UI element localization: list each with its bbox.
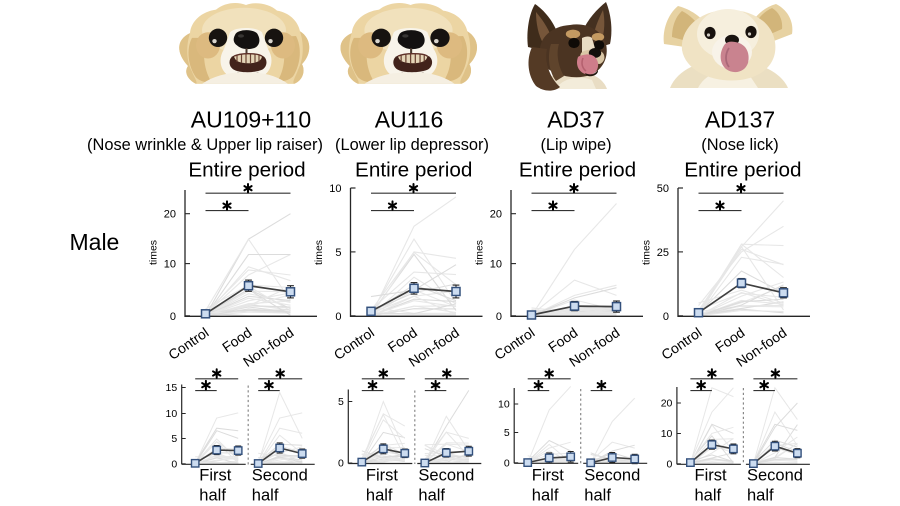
- svg-text:10: 10: [498, 399, 510, 411]
- svg-text:5: 5: [504, 427, 510, 439]
- svg-text:20: 20: [661, 398, 673, 410]
- svg-text:half: half: [584, 487, 611, 505]
- svg-text:10: 10: [164, 259, 176, 271]
- svg-text:First: First: [199, 467, 231, 485]
- svg-text:half: half: [695, 487, 722, 505]
- svg-text:Entire period: Entire period: [355, 158, 472, 181]
- svg-text:half: half: [418, 487, 445, 505]
- svg-text:half: half: [199, 487, 226, 505]
- svg-text:AU109+110: AU109+110: [191, 106, 311, 132]
- svg-text:Entire period: Entire period: [519, 158, 636, 181]
- svg-text:Control: Control: [491, 324, 537, 363]
- svg-text:AD137: AD137: [705, 106, 775, 132]
- svg-text:10: 10: [329, 183, 341, 195]
- svg-text:half: half: [747, 487, 774, 505]
- svg-text:First: First: [532, 467, 564, 485]
- svg-text:0: 0: [335, 311, 341, 323]
- svg-text:(Lip wipe): (Lip wipe): [540, 136, 611, 154]
- svg-text:Second: Second: [747, 467, 803, 485]
- svg-text:0: 0: [504, 457, 510, 469]
- svg-text:Entire period: Entire period: [188, 158, 305, 181]
- svg-text:First: First: [695, 467, 727, 485]
- svg-text:5: 5: [171, 433, 177, 445]
- svg-text:Control: Control: [331, 324, 377, 363]
- svg-text:AU116: AU116: [375, 106, 444, 132]
- svg-text:50: 50: [657, 183, 669, 195]
- svg-text:5: 5: [338, 396, 344, 408]
- svg-text:5: 5: [335, 247, 341, 259]
- svg-text:half: half: [252, 487, 279, 505]
- svg-text:10: 10: [661, 428, 673, 440]
- svg-text:First: First: [366, 467, 398, 485]
- svg-text:0: 0: [667, 458, 673, 470]
- svg-text:AD37: AD37: [547, 106, 605, 132]
- svg-text:10: 10: [490, 259, 502, 271]
- svg-text:times: times: [313, 240, 325, 265]
- svg-text:Control: Control: [658, 324, 704, 363]
- svg-text:0: 0: [170, 311, 176, 323]
- svg-text:20: 20: [164, 209, 176, 221]
- svg-text:Second: Second: [418, 467, 474, 485]
- svg-text:0: 0: [496, 311, 502, 323]
- svg-text:(Lower lip depressor): (Lower lip depressor): [335, 136, 489, 154]
- svg-text:Second: Second: [584, 467, 640, 485]
- svg-text:15: 15: [166, 382, 178, 394]
- svg-text:0: 0: [171, 458, 177, 470]
- svg-text:(Nose wrinkle & Upper lip rais: (Nose wrinkle & Upper lip raiser): [87, 136, 323, 154]
- svg-text:0: 0: [338, 458, 344, 470]
- svg-text:times: times: [641, 240, 653, 265]
- svg-text:Entire period: Entire period: [684, 158, 801, 181]
- svg-text:(Nose lick): (Nose lick): [701, 136, 778, 154]
- svg-text:25: 25: [657, 247, 669, 259]
- svg-text:0: 0: [663, 311, 669, 323]
- svg-text:20: 20: [490, 209, 502, 221]
- svg-text:Control: Control: [165, 324, 211, 363]
- svg-text:times: times: [148, 240, 160, 265]
- svg-text:Male: Male: [70, 229, 120, 255]
- svg-text:times: times: [474, 240, 486, 265]
- svg-text:Second: Second: [252, 467, 308, 485]
- svg-text:10: 10: [166, 408, 178, 420]
- svg-text:half: half: [532, 487, 559, 505]
- svg-text:half: half: [366, 487, 393, 505]
